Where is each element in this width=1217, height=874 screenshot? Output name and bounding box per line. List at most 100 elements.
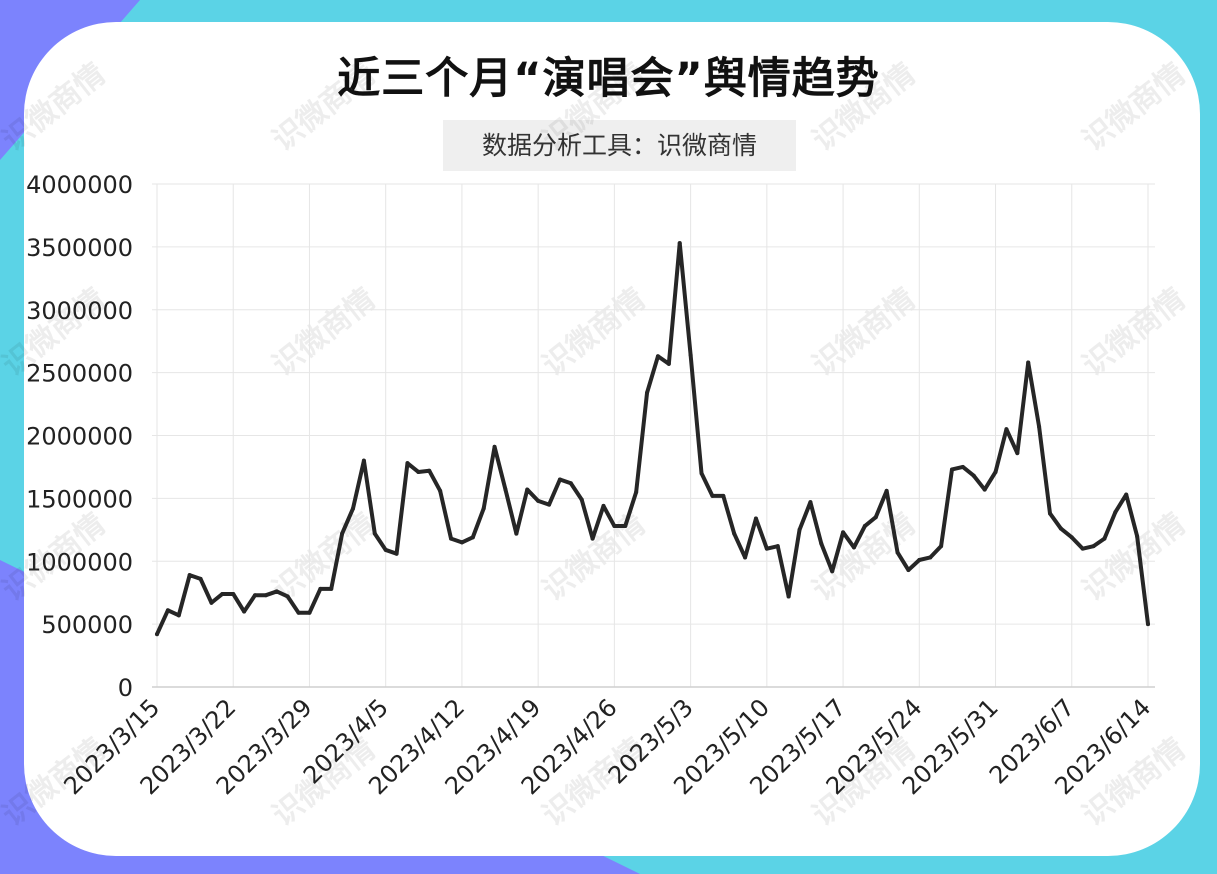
data-point — [1080, 546, 1085, 551]
data-point — [329, 586, 334, 591]
data-point — [645, 390, 650, 395]
data-point — [1113, 510, 1118, 515]
data-point — [764, 546, 769, 551]
data-point — [721, 493, 726, 498]
data-point — [688, 353, 693, 358]
data-point — [841, 530, 846, 535]
y-tick-label: 2000000 — [26, 423, 133, 451]
data-point — [1135, 534, 1140, 539]
data-point — [372, 531, 377, 536]
y-tick-label: 1500000 — [26, 485, 133, 513]
data-point — [307, 610, 312, 615]
data-point — [459, 540, 464, 545]
data-point — [1124, 492, 1129, 497]
data-point — [710, 493, 715, 498]
data-point — [449, 536, 454, 541]
data-point — [198, 576, 203, 581]
watermark-text: 识微商情 — [536, 507, 652, 608]
data-point — [405, 461, 410, 466]
data-point — [285, 594, 290, 599]
watermark-text: 识微商情 — [266, 282, 382, 383]
data-point — [634, 490, 639, 495]
data-point — [1015, 451, 1020, 456]
watermark-text: 识微商情 — [1076, 282, 1192, 383]
data-point — [808, 500, 813, 505]
y-tick-label: 500000 — [41, 611, 133, 639]
data-point — [884, 488, 889, 493]
watermark-text: 识微商情 — [536, 282, 652, 383]
data-point — [949, 467, 954, 472]
data-point — [1004, 427, 1009, 432]
chart-grid — [152, 183, 1155, 688]
data-point — [623, 524, 628, 529]
chart-subtitle: 数据分析工具：识微商情 — [443, 120, 796, 171]
watermark-text: 识微商情 — [806, 57, 922, 158]
data-point — [1146, 622, 1150, 627]
data-point — [1102, 536, 1107, 541]
data-point — [797, 527, 802, 532]
y-tick-label: 2500000 — [26, 360, 133, 388]
data-point — [568, 481, 573, 486]
data-point — [525, 487, 530, 492]
data-point — [231, 591, 236, 596]
data-point — [851, 545, 856, 550]
data-point — [655, 354, 660, 359]
series-layer — [155, 241, 1150, 637]
data-point — [470, 535, 475, 540]
data-point — [753, 516, 758, 521]
data-point — [394, 551, 399, 556]
data-point — [438, 488, 443, 493]
data-point — [1026, 360, 1031, 365]
data-point — [601, 503, 606, 508]
data-point — [187, 573, 192, 578]
data-point — [1069, 535, 1074, 540]
data-point — [253, 593, 258, 598]
data-point — [993, 469, 998, 474]
data-point — [361, 458, 366, 463]
data-point — [514, 531, 519, 536]
watermark-text: 识微商情 — [806, 282, 922, 383]
data-point — [274, 589, 279, 594]
data-point — [340, 531, 345, 536]
data-point — [155, 632, 159, 637]
data-point — [209, 600, 214, 605]
data-point — [481, 506, 486, 511]
data-point — [830, 569, 835, 574]
chart-title: 近三个月“演唱会”舆情趋势 — [337, 54, 880, 104]
data-point — [960, 464, 965, 469]
data-point — [873, 515, 878, 520]
y-tick-label: 1000000 — [26, 548, 133, 576]
data-point — [263, 593, 268, 598]
watermark-text: 识微商情 — [1076, 57, 1192, 158]
data-point — [351, 506, 356, 511]
data-point — [503, 487, 508, 492]
data-point — [1037, 424, 1042, 429]
data-point — [176, 613, 181, 618]
data-point — [416, 469, 421, 474]
data-point — [895, 550, 900, 555]
y-tick-label: 3500000 — [26, 234, 133, 262]
data-point — [786, 594, 791, 599]
data-point — [906, 568, 911, 573]
data-point — [536, 498, 541, 503]
y-tick-label: 0 — [118, 674, 133, 702]
watermark-text: 识微商情 — [266, 57, 382, 158]
watermark-text: 识微商情 — [536, 57, 652, 158]
data-point — [819, 541, 824, 546]
data-point — [547, 502, 552, 507]
data-point — [383, 547, 388, 552]
data-point — [939, 544, 944, 549]
data-point — [318, 586, 323, 591]
data-point — [427, 468, 432, 473]
data-point — [1091, 544, 1096, 549]
data-point — [982, 487, 987, 492]
data-point — [917, 557, 922, 562]
data-point — [677, 241, 682, 246]
watermark-text: 识微商情 — [806, 507, 922, 608]
data-point — [666, 361, 671, 366]
data-point — [732, 531, 737, 536]
data-point — [699, 471, 704, 476]
data-point — [492, 444, 497, 449]
data-point — [743, 555, 748, 560]
